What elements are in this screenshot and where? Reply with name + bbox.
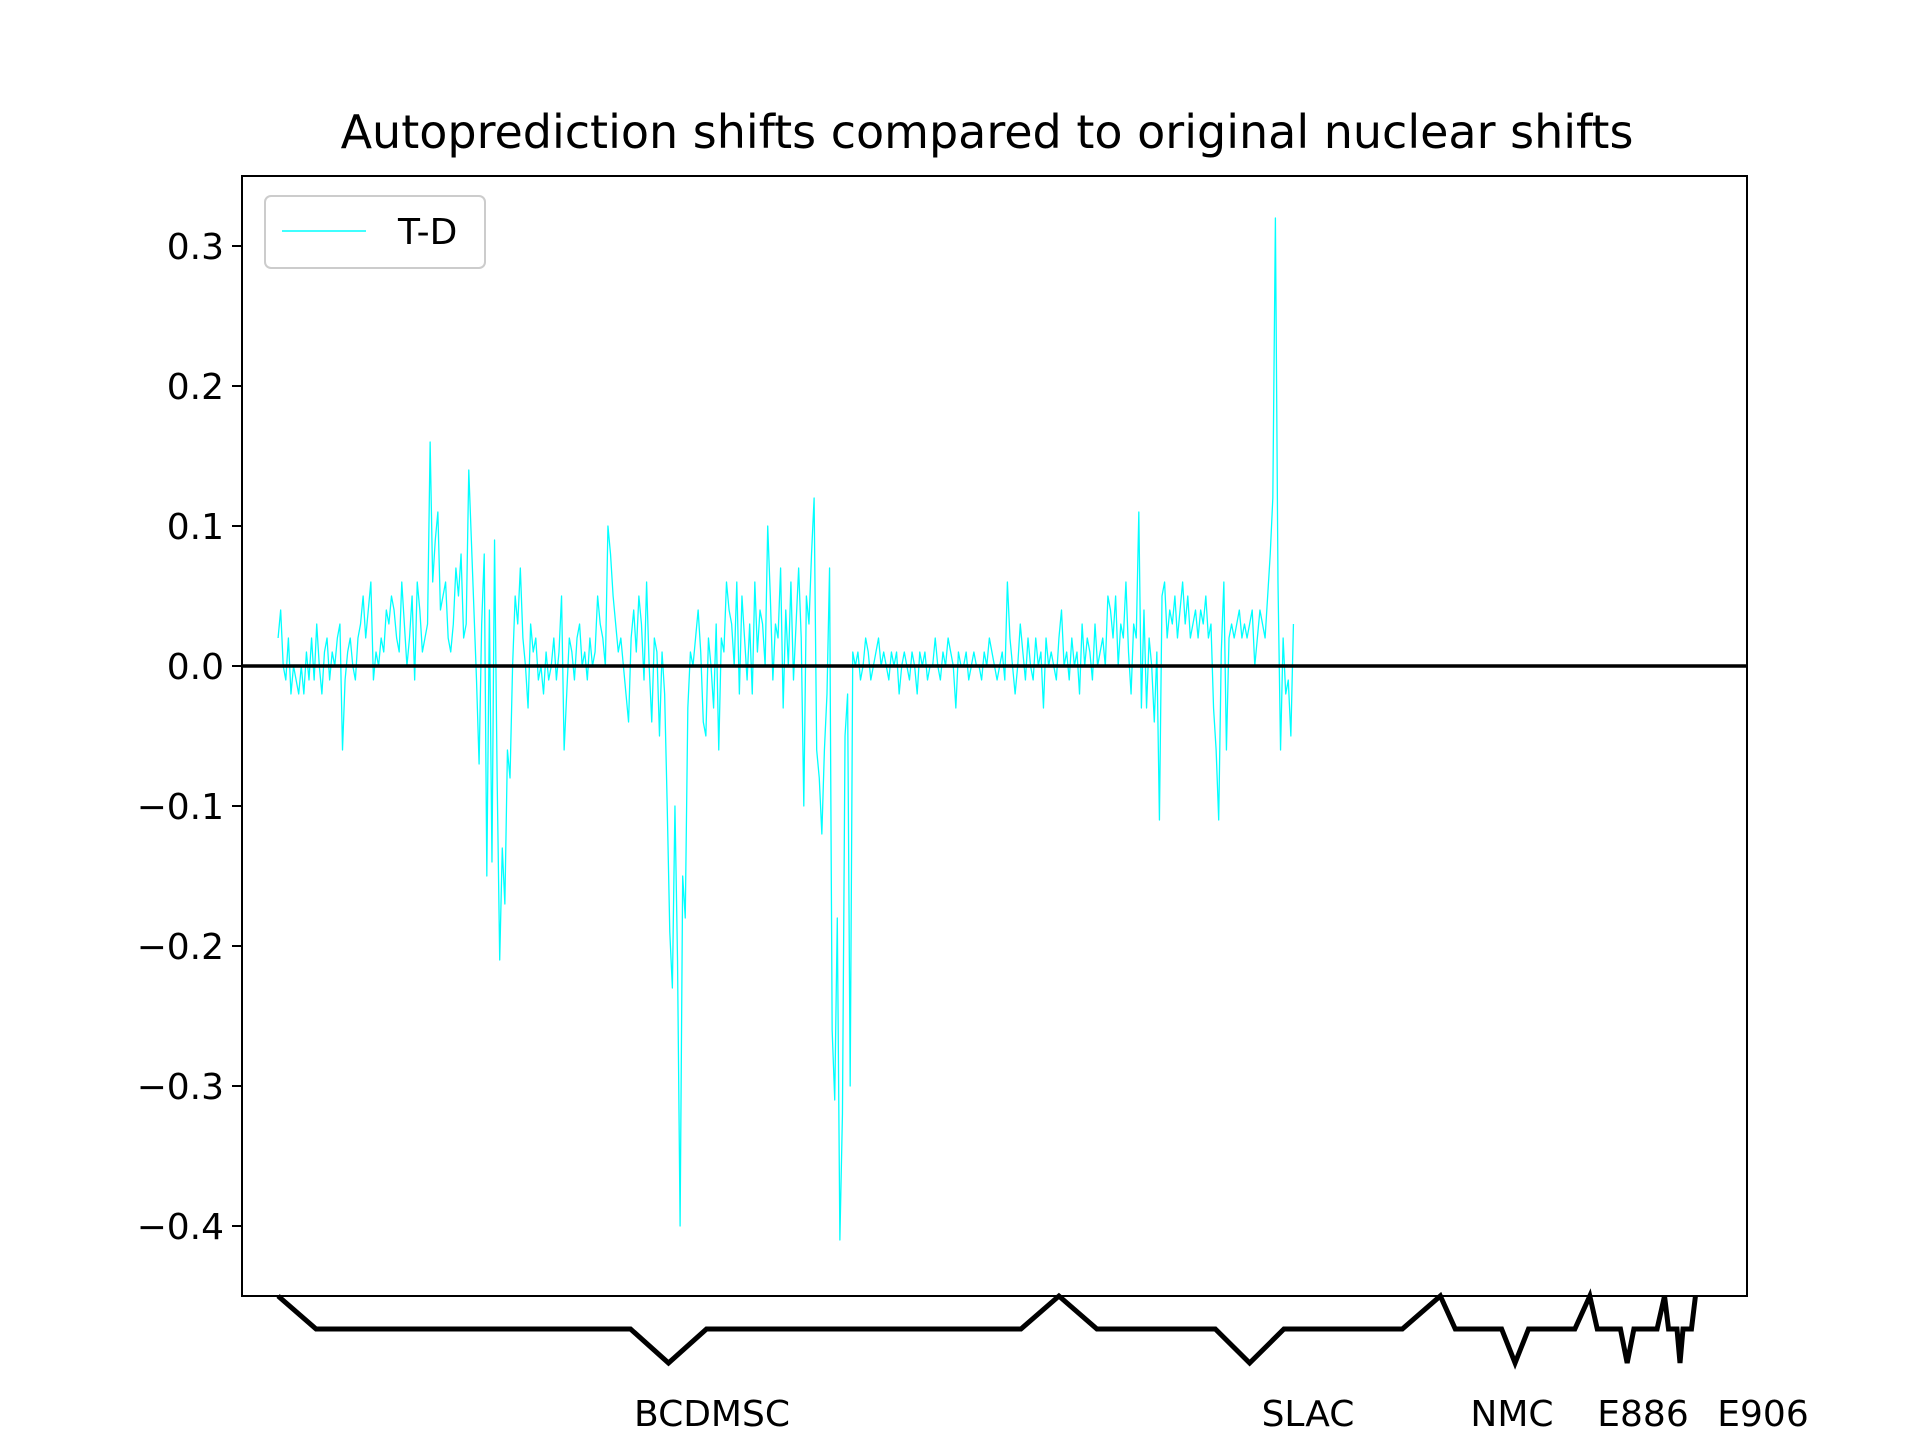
experiment-label-nmc: NMC xyxy=(1470,1394,1553,1435)
y-axis: 0.3 0.2 0.1 0.0 −0.1 −0.2 −0.3 −0.4 xyxy=(137,227,242,1248)
legend-label-t-d: T-D xyxy=(397,212,457,253)
y-tick-label: −0.1 xyxy=(137,787,224,828)
chart-title: Autoprediction shifts compared to origin… xyxy=(341,105,1634,159)
experiment-label-slac: SLAC xyxy=(1262,1394,1355,1435)
legend-box xyxy=(264,195,486,269)
plot-frame xyxy=(241,175,1748,1297)
experiment-label-e886: E886 xyxy=(1597,1394,1688,1435)
y-tick-label: −0.3 xyxy=(137,1067,224,1108)
y-tick-label: 0.2 xyxy=(167,367,224,408)
series-line-t-d xyxy=(277,217,1295,1241)
experiment-label-bcdmsc: BCDMSC xyxy=(634,1394,790,1435)
y-tick-label: 0.0 xyxy=(167,647,224,688)
experiment-bracket-line xyxy=(276,1288,1698,1370)
legend: T-D xyxy=(264,195,486,269)
y-tick-label: −0.2 xyxy=(137,927,224,968)
experiment-brackets: BCDMSC SLAC NMC E886 E906 xyxy=(276,1288,1809,1435)
y-tick-label: −0.4 xyxy=(137,1207,224,1248)
y-tick-label: 0.3 xyxy=(167,227,224,268)
plot-area xyxy=(242,217,1747,1241)
experiment-label-e906: E906 xyxy=(1717,1394,1808,1435)
y-tick-label: 0.1 xyxy=(167,507,224,548)
